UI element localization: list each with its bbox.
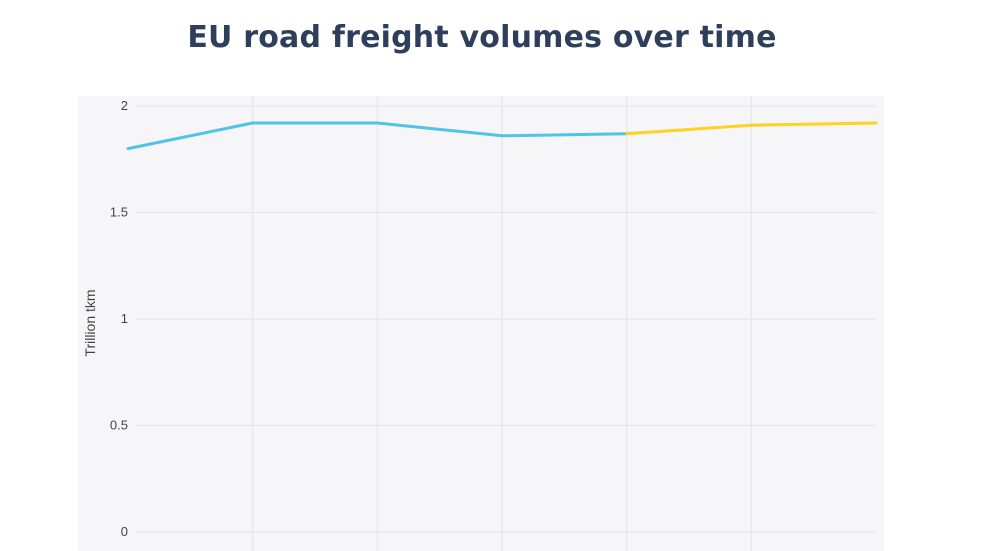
series-line-2 [625, 121, 878, 136]
y-tick-label: 0.5 [110, 418, 128, 433]
y-tick-labels: 0 0.5 1 1.5 2 [110, 98, 128, 539]
y-tick-label: 0 [121, 524, 128, 539]
vertical-gridlines [252, 96, 752, 551]
y-tick-label: 1.5 [110, 205, 128, 220]
chart-title: EU road freight volumes over time [187, 20, 777, 55]
y-axis-title: Trillion tkm [82, 289, 98, 356]
series-line-1 [126, 121, 629, 151]
plot-area [78, 96, 884, 551]
y-tick-label: 2 [121, 98, 128, 113]
series-lines [126, 121, 878, 151]
y-tick-label: 1 [121, 311, 128, 326]
horizontal-gridlines [136, 105, 876, 533]
